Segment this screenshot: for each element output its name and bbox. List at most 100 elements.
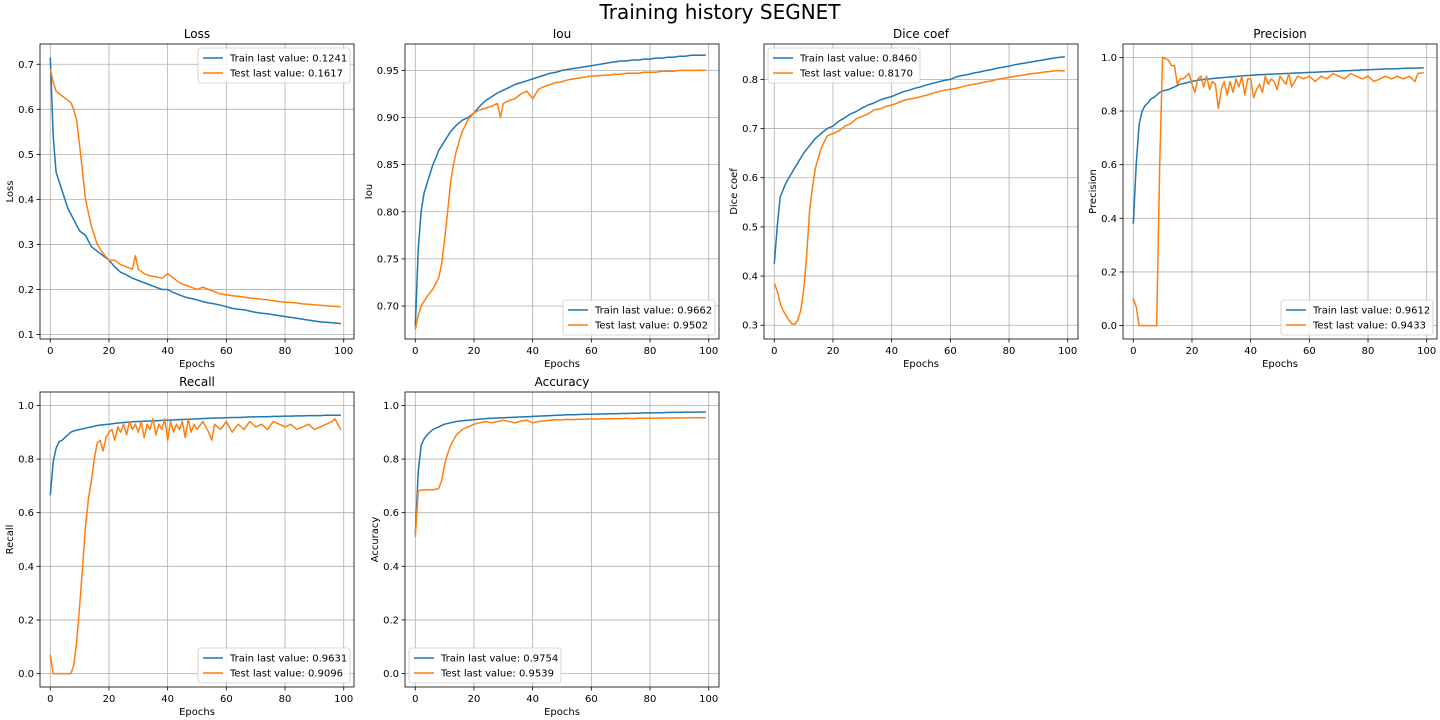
x-tick-label: 0 xyxy=(47,694,53,705)
legend-train-label: Train last value: 0.8460 xyxy=(799,54,917,65)
legend-test-label: Test last value: 0.9539 xyxy=(440,669,554,680)
chart-iou: 0 20 40 60 80 100 0.70 0.75 0.80 0.85 0.90 0.95 Iou E… xyxy=(364,27,720,370)
y-tick-label: 0.5 xyxy=(18,150,34,161)
x-axis-label: Epochs xyxy=(544,707,580,718)
y-tick-label: 0.4 xyxy=(383,562,399,573)
train-series-line xyxy=(1132,67,1424,224)
chart-title: Accuracy xyxy=(535,375,590,389)
x-tick-label: 0 xyxy=(47,346,53,357)
legend-test-label: Test last value: 0.1617 xyxy=(229,69,343,80)
y-tick-label: 0.90 xyxy=(377,113,399,124)
x-axis-label: Epochs xyxy=(544,359,580,370)
x-axis-label: Epochs xyxy=(179,707,215,718)
train-series-line xyxy=(773,56,1065,264)
y-tick-label: 0.4 xyxy=(742,272,758,283)
x-tick-label: 60 xyxy=(585,346,598,357)
legend-test-label: Test last value: 0.8170 xyxy=(799,69,913,80)
legend-train-label: Train last value: 0.9631 xyxy=(229,654,347,665)
legend-box xyxy=(197,47,351,84)
y-tick-label: 0.2 xyxy=(383,615,399,626)
train-series-line xyxy=(49,414,341,496)
x-tick-label: 100 xyxy=(334,346,353,357)
legend-train-label: Train last value: 0.9754 xyxy=(440,654,558,665)
axes-frame xyxy=(763,43,1079,340)
y-tick-label: 0.3 xyxy=(18,240,34,251)
y-axis-label: Iou xyxy=(364,184,375,199)
x-tick-label: 100 xyxy=(1058,346,1077,357)
x-tick-label: 80 xyxy=(1362,346,1375,357)
x-axis-label: Epochs xyxy=(179,359,215,370)
chart-title: Recall xyxy=(179,375,215,389)
y-tick-label: 0.70 xyxy=(377,302,399,313)
chart-accuracy: 0 20 40 60 80 100 0.0 0.2 0.4 0.6 0.8 1.0 Accuracy Ep… xyxy=(370,375,720,718)
legend-test-label: Test last value: 0.9502 xyxy=(594,321,708,332)
legend: Train last value: 0.1241 Test last value:… xyxy=(197,47,351,84)
x-tick-label: 0 xyxy=(412,346,418,357)
figure-title: Training history SEGNET xyxy=(599,0,841,24)
x-tick-label: 100 xyxy=(334,694,353,705)
x-tick-label: 0 xyxy=(771,346,777,357)
test-series-line xyxy=(414,69,706,330)
legend-box xyxy=(197,647,351,684)
y-tick-label: 0.8 xyxy=(18,455,34,466)
x-tick-label: 80 xyxy=(279,346,292,357)
x-tick-label: 40 xyxy=(161,694,174,705)
chart-recall: 0 20 40 60 80 100 0.0 0.2 0.4 0.6 0.8 1.0 Recall Epoc… xyxy=(5,375,355,718)
y-tick-label: 0.4 xyxy=(1101,214,1117,225)
test-series-line xyxy=(773,69,1065,326)
y-tick-label: 0.0 xyxy=(1101,321,1117,332)
legend-box xyxy=(408,647,562,684)
y-tick-label: 1.0 xyxy=(1101,53,1117,64)
y-tick-label: 0.3 xyxy=(742,321,758,332)
y-axis-label: Loss xyxy=(5,181,16,203)
y-axis-label: Accuracy xyxy=(370,517,381,563)
x-tick-label: 60 xyxy=(220,694,233,705)
x-tick-label: 40 xyxy=(161,346,174,357)
y-tick-label: 0.6 xyxy=(383,508,399,519)
y-tick-label: 0.85 xyxy=(377,160,399,171)
x-tick-label: 60 xyxy=(1303,346,1316,357)
chart-loss: 0 20 40 60 80 100 0.1 0.2 0.3 0.4 0.5 0.6 0.7 Loss Epo… xyxy=(5,27,355,370)
x-tick-label: 80 xyxy=(279,694,292,705)
axes-frame xyxy=(39,43,355,340)
x-tick-label: 40 xyxy=(1244,346,1257,357)
x-tick-label: 20 xyxy=(468,346,481,357)
y-tick-label: 0.7 xyxy=(18,60,34,71)
y-tick-label: 0.0 xyxy=(18,669,34,680)
x-axis-label: Epochs xyxy=(903,359,939,370)
y-tick-label: 0.2 xyxy=(18,285,34,296)
legend-train-label: Train last value: 0.9662 xyxy=(594,306,712,317)
test-series-line xyxy=(49,418,342,675)
x-tick-label: 0 xyxy=(1130,346,1136,357)
legend: Train last value: 0.9612 Test last value:… xyxy=(1280,299,1434,336)
y-axis-label: Recall xyxy=(5,525,16,555)
axes-frame xyxy=(404,43,720,340)
chart-title: Loss xyxy=(184,27,210,41)
x-tick-label: 20 xyxy=(468,694,481,705)
x-tick-label: 60 xyxy=(220,346,233,357)
x-tick-label: 40 xyxy=(526,694,539,705)
y-tick-label: 0.6 xyxy=(1101,160,1117,171)
x-tick-label: 100 xyxy=(699,346,718,357)
legend-test-label: Test last value: 0.9096 xyxy=(229,669,343,680)
y-axis-label: Precision xyxy=(1088,169,1099,214)
axes-frame xyxy=(1122,43,1438,340)
chart-precision: 0 20 40 60 80 100 0.0 0.2 0.4 0.6 0.8 1.0 Precision E… xyxy=(1088,27,1438,370)
axes-frame xyxy=(404,391,720,688)
y-tick-label: 0.2 xyxy=(18,615,34,626)
x-tick-label: 40 xyxy=(885,346,898,357)
legend-box xyxy=(1280,299,1434,336)
y-tick-label: 0.4 xyxy=(18,562,34,573)
x-tick-label: 20 xyxy=(1186,346,1199,357)
legend-box xyxy=(562,299,716,336)
legend-test-label: Test last value: 0.9433 xyxy=(1312,321,1426,332)
y-tick-label: 0.80 xyxy=(377,207,399,218)
legend: Train last value: 0.8460 Test last value:… xyxy=(767,47,921,84)
y-tick-label: 0.7 xyxy=(742,124,758,135)
y-tick-label: 0.6 xyxy=(742,173,758,184)
y-tick-label: 0.1 xyxy=(18,330,34,341)
test-series-line xyxy=(49,68,341,308)
legend-train-label: Train last value: 0.9612 xyxy=(1312,306,1430,317)
y-tick-label: 1.0 xyxy=(18,401,34,412)
x-tick-label: 80 xyxy=(1003,346,1016,357)
